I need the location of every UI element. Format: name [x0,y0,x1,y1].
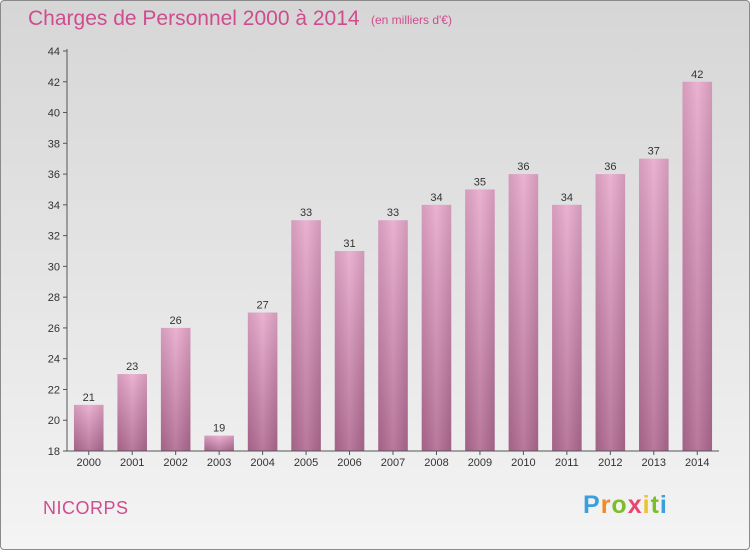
logo-letter: r [600,491,612,519]
value-label-2009: 35 [474,176,486,188]
y-tick-label-40: 40 [48,108,60,120]
x-tick-label-2007: 2007 [381,457,405,469]
y-tick-label-28: 28 [48,292,60,304]
value-label-2002: 26 [170,315,182,327]
bar-shade-2008 [421,204,452,451]
x-tick-label-2005: 2005 [294,457,318,469]
x-tick-label-2004: 2004 [250,457,274,469]
commune-name: NICORPS [43,498,129,518]
y-tick-label-20: 20 [48,415,60,427]
x-tick-label-2002: 2002 [163,457,187,469]
y-tick-label-30: 30 [48,261,60,273]
y-tick-label-26: 26 [48,323,60,335]
bar-shade-2007 [378,220,408,451]
value-label-2010: 36 [517,161,529,173]
bar-shade-2003 [204,435,234,451]
value-label-2004: 27 [256,300,268,312]
x-tick-label-2011: 2011 [555,457,579,469]
bar-shade-2009 [465,189,495,451]
x-tick-label-2001: 2001 [120,457,144,469]
x-tick-label-2003: 2003 [207,457,231,469]
bar-shade-2006 [334,251,365,451]
x-tick-label-2008: 2008 [424,457,448,469]
value-label-2007: 33 [387,207,399,219]
value-label-2011: 34 [561,192,573,204]
value-label-2006: 31 [343,238,355,250]
logo-letter: P [583,491,601,519]
value-label-2003: 19 [213,423,225,435]
bar-shade-2011 [552,204,582,451]
chart-subtitle: (en milliers d'€) [371,13,452,27]
value-label-2014: 42 [691,69,703,81]
logo-letter: i [659,491,668,519]
bar-shade-2000 [73,404,104,451]
logo-letter: x [627,491,643,519]
y-tick-label-22: 22 [48,384,60,396]
x-tick-label-2013: 2013 [642,457,666,469]
y-tick-label-36: 36 [48,169,60,181]
value-label-2001: 23 [126,361,138,373]
bar-shade-2005 [291,220,321,451]
y-tick-label-44: 44 [48,46,60,58]
x-tick-label-2006: 2006 [337,457,361,469]
y-tick-label-32: 32 [48,231,60,243]
value-label-2013: 37 [648,146,660,158]
bar-shade-2014 [682,81,713,452]
logo-letter: i [642,491,651,519]
y-tick-label-38: 38 [48,138,60,150]
x-tick-label-2009: 2009 [468,457,492,469]
bar-shade-2012 [595,174,626,452]
value-label-2008: 34 [430,192,442,204]
x-tick-label-2012: 2012 [598,457,622,469]
bar-shade-2001 [117,374,147,451]
bar-shade-2013 [639,158,669,451]
value-label-2000: 21 [83,392,95,404]
bar-shade-2004 [247,312,278,451]
value-label-2012: 36 [604,161,616,173]
chart-title: Charges de Personnel 2000 à 2014 [28,7,360,30]
bar-shade-2002 [160,327,191,451]
value-label-2005: 33 [300,207,312,219]
y-tick-label-18: 18 [48,446,60,458]
x-tick-label-2010: 2010 [511,457,535,469]
proxiti-logo: Proxiti [583,491,668,520]
bar-shade-2010 [508,174,539,452]
y-tick-label-34: 34 [48,200,60,212]
y-tick-label-42: 42 [48,77,60,89]
x-tick-label-2014: 2014 [685,457,709,469]
x-tick-label-2000: 2000 [76,457,100,469]
y-tick-label-24: 24 [48,354,60,366]
logo-letter: t [650,491,660,519]
logo-letter: o [611,491,628,519]
